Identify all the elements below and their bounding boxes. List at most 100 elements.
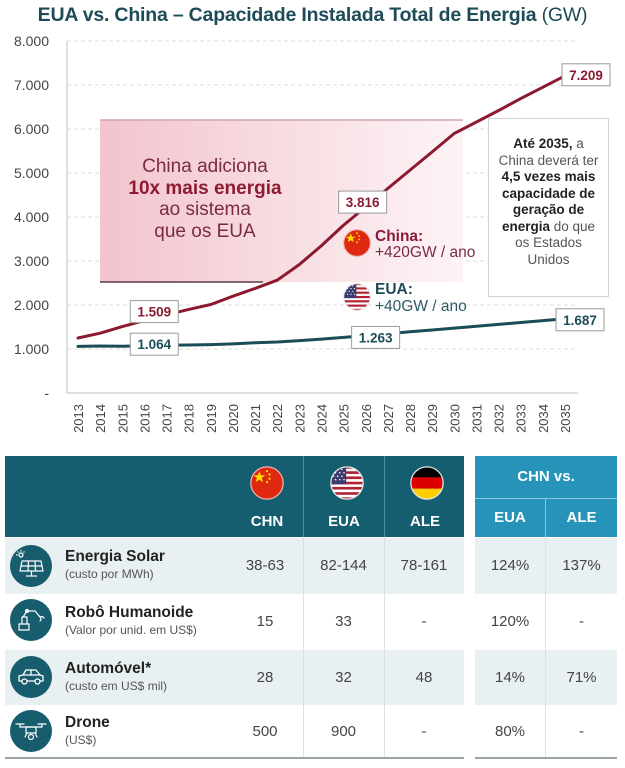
data-label-eua: 1.263 bbox=[351, 325, 401, 349]
comparison-cell-ale: 137% bbox=[562, 557, 601, 574]
comparison-row: 120% - bbox=[475, 594, 617, 650]
comparison-row: 80% - bbox=[475, 705, 617, 758]
title-unit: (GW) bbox=[541, 4, 588, 26]
x-tick-label: 2029 bbox=[425, 404, 440, 433]
table-row: Robô Humanoide (Valor por unid. em US$) … bbox=[5, 594, 464, 650]
data-label-eua: 1.687 bbox=[555, 308, 605, 332]
data-label-china: 1.509 bbox=[129, 300, 179, 324]
x-tick-label: 2028 bbox=[403, 404, 418, 433]
comparison-cell-eua: 14% bbox=[494, 669, 526, 686]
data-labels: 1.509 1.064 3.816 1.263 7.209 1.687 bbox=[129, 63, 611, 356]
x-tick-label: 2020 bbox=[226, 404, 241, 433]
info-line: os Estados bbox=[515, 235, 582, 250]
x-tick-label: 2032 bbox=[492, 404, 507, 433]
x-tick-label: 2015 bbox=[115, 404, 130, 433]
cell-chn: 500 bbox=[252, 723, 278, 740]
robot-arm-icon bbox=[10, 599, 52, 641]
info-text: do que bbox=[549, 218, 596, 234]
line-chart: - 1.000 2.000 3.000 4.000 5.000 6.000 7.000 8.00… bbox=[14, 33, 611, 433]
comparison-column-ale: ALE bbox=[566, 509, 597, 526]
highlight-line-3: ao sistema bbox=[159, 199, 251, 221]
data-label-box bbox=[561, 63, 611, 87]
comparison-bottom-rule bbox=[475, 757, 617, 759]
row-title: Robô Humanoide bbox=[65, 604, 194, 621]
legend-usa-name: EUA: bbox=[375, 281, 413, 298]
data-label-text: 3.816 bbox=[346, 195, 380, 210]
data-label-text: 1.509 bbox=[137, 305, 171, 320]
cell-ale: 78-161 bbox=[400, 557, 448, 574]
info-line: capacidade de bbox=[501, 185, 596, 201]
cell-chn: 38-63 bbox=[245, 557, 285, 574]
germany-flag-icon bbox=[410, 466, 444, 500]
comparison-cell-eua: 120% bbox=[490, 613, 530, 630]
table-bottom-rule bbox=[5, 757, 464, 759]
header-divider bbox=[303, 456, 304, 537]
cell-ale: 48 bbox=[415, 669, 433, 686]
usa-flag-icon bbox=[330, 466, 364, 500]
table-header: CHN EUA ALE bbox=[5, 456, 464, 537]
x-tick-label: 2023 bbox=[292, 404, 307, 433]
x-tick-label: 2018 bbox=[182, 404, 197, 433]
x-tick-label: 2021 bbox=[248, 404, 263, 433]
comparison-cell-eua: 80% bbox=[494, 723, 526, 740]
highlight-line-2: 10x mais energia bbox=[128, 177, 282, 199]
column-header-eua: EUA bbox=[328, 513, 360, 530]
car-icon bbox=[10, 656, 52, 698]
row-title: Energia Solar bbox=[65, 548, 165, 565]
x-tick-label: 2013 bbox=[71, 404, 86, 433]
x-tick-label: 2025 bbox=[337, 404, 352, 433]
data-label-text: 7.209 bbox=[569, 68, 603, 83]
comparison-cell-ale: 71% bbox=[566, 669, 597, 686]
highlight-line-1: China adiciona bbox=[142, 156, 268, 177]
x-tick-label: 2030 bbox=[447, 404, 462, 433]
y-tick-label: 1.000 bbox=[14, 341, 49, 357]
column-header-chn: CHN bbox=[250, 513, 284, 530]
cell-chn: 15 bbox=[256, 613, 274, 630]
comparison-column-eua: EUA bbox=[494, 509, 526, 526]
x-tick-label: 2031 bbox=[469, 404, 484, 433]
data-label-china: 7.209 bbox=[561, 63, 611, 87]
x-tick-label: 2017 bbox=[160, 404, 175, 433]
drone-icon bbox=[10, 710, 52, 752]
page-title: EUA vs. China – Capacidade Instalada Tot… bbox=[0, 4, 625, 27]
x-tick-label: 2035 bbox=[558, 404, 573, 433]
y-tick-label: - bbox=[44, 385, 49, 401]
row-title: Drone bbox=[65, 714, 110, 731]
tick-labels: - 1.000 2.000 3.000 4.000 5.000 6.000 7.000 8.00… bbox=[14, 33, 573, 433]
highlight-line-4: que os EUA bbox=[154, 221, 256, 243]
row-subtitle: (Valor por unid. em US$) bbox=[65, 623, 197, 637]
info-line: China deverá ter bbox=[498, 152, 599, 168]
solar-panel-icon bbox=[10, 545, 52, 587]
data-label-box bbox=[351, 325, 401, 349]
column-divider bbox=[303, 537, 304, 758]
highlight-box-fill bbox=[100, 120, 463, 282]
data-label-box bbox=[129, 332, 179, 356]
info-text-bold: energia bbox=[501, 218, 550, 234]
table-row: Drone (US$) 500 900 - bbox=[5, 705, 464, 758]
legend-china-name: China: bbox=[375, 228, 424, 245]
axes bbox=[66, 41, 578, 394]
column-header-ale: ALE bbox=[410, 513, 440, 530]
x-tick-label: 2014 bbox=[93, 404, 108, 433]
usa-flag-icon bbox=[343, 283, 371, 311]
cell-ale: - bbox=[421, 723, 427, 740]
table-row: Automóvel* (custo em US$ mil) 28 32 48 bbox=[5, 650, 464, 705]
comparison-cell-eua: 124% bbox=[490, 557, 530, 574]
data-label-text: 1.687 bbox=[563, 313, 597, 328]
legend-usa-rate: +40GW / ano bbox=[375, 298, 467, 315]
data-label-box bbox=[338, 190, 388, 214]
y-tick-label: 8.000 bbox=[14, 33, 49, 49]
x-tick-label: 2034 bbox=[536, 404, 551, 433]
cell-eua: 82-144 bbox=[320, 557, 367, 574]
comparison-header: CHN vs. EUA ALE bbox=[475, 456, 617, 537]
data-label-box bbox=[555, 308, 605, 332]
highlight-box-text: China adiciona 10x mais energia ao siste… bbox=[100, 156, 310, 243]
row-title: Automóvel* bbox=[65, 660, 152, 677]
legend-china-rate: +420GW / ano bbox=[375, 244, 476, 261]
info-text: a bbox=[572, 136, 584, 151]
data-label-text: 1.263 bbox=[359, 330, 393, 345]
row-subtitle: (custo por MWh) bbox=[65, 567, 154, 581]
x-tick-label: 2033 bbox=[514, 404, 529, 433]
data-label-text: 1.064 bbox=[137, 337, 171, 352]
comparison-row: 14% 71% bbox=[475, 650, 617, 705]
